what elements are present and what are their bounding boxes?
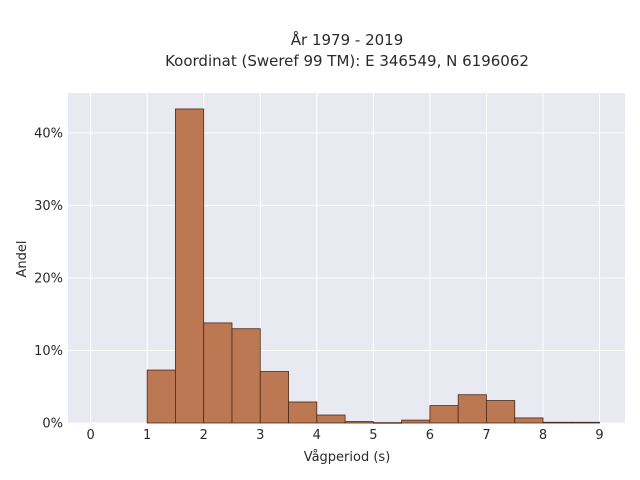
y-tick-label-3: 30% [34, 199, 63, 214]
histogram-bar-2 [203, 322, 233, 424]
y-tick-label-0: 0% [42, 417, 63, 432]
x-tick-label-2: 2 [200, 428, 208, 443]
x-tick-label-3: 3 [256, 428, 264, 443]
x-tick-label-6: 6 [426, 428, 434, 443]
y-axis-label: Andel [15, 241, 30, 278]
x-tick-label-7: 7 [482, 428, 490, 443]
histogram-bar-4 [259, 371, 289, 424]
plot-area [68, 93, 625, 423]
bars [146, 108, 600, 424]
x-axis-label: Vågperiod (s) [304, 450, 391, 465]
y-tick-label-4: 40% [34, 126, 63, 141]
histogram-bar-0 [146, 369, 176, 424]
histogram-bar-1 [175, 108, 205, 424]
chart-title-line-1: År 1979 - 2019 [291, 30, 404, 49]
x-tick-label-1: 1 [143, 428, 151, 443]
histogram-bar-8 [372, 422, 403, 424]
histogram-bar-14 [542, 421, 572, 424]
chart-title-line-2: Koordinat (Sweref 99 TM): E 346549, N 61… [165, 52, 529, 70]
histogram-bar-7 [344, 421, 374, 424]
x-tick-label-5: 5 [369, 428, 377, 443]
histogram-bar-5 [288, 401, 318, 424]
histogram-bar-11 [457, 394, 487, 424]
histogram-bar-15 [570, 421, 600, 424]
histogram-bar-3 [231, 328, 261, 424]
x-tick-label-8: 8 [539, 428, 547, 443]
x-axis-ticks: 0 1 2 3 4 5 6 7 8 9 [86, 428, 603, 443]
y-tick-label-2: 20% [34, 271, 63, 286]
x-tick-label-4: 4 [313, 428, 321, 443]
histogram-bar-10 [429, 405, 459, 424]
x-tick-label-0: 0 [86, 428, 94, 443]
y-axis-ticks: 0% 10% 20% 30% 40% [34, 126, 63, 431]
histogram-bar-13 [514, 417, 544, 424]
y-tick-label-1: 10% [34, 344, 63, 359]
histogram-bar-6 [316, 414, 346, 424]
histogram-bar-12 [486, 400, 516, 424]
x-tick-label-9: 9 [595, 428, 603, 443]
histogram-bar-9 [401, 419, 431, 424]
